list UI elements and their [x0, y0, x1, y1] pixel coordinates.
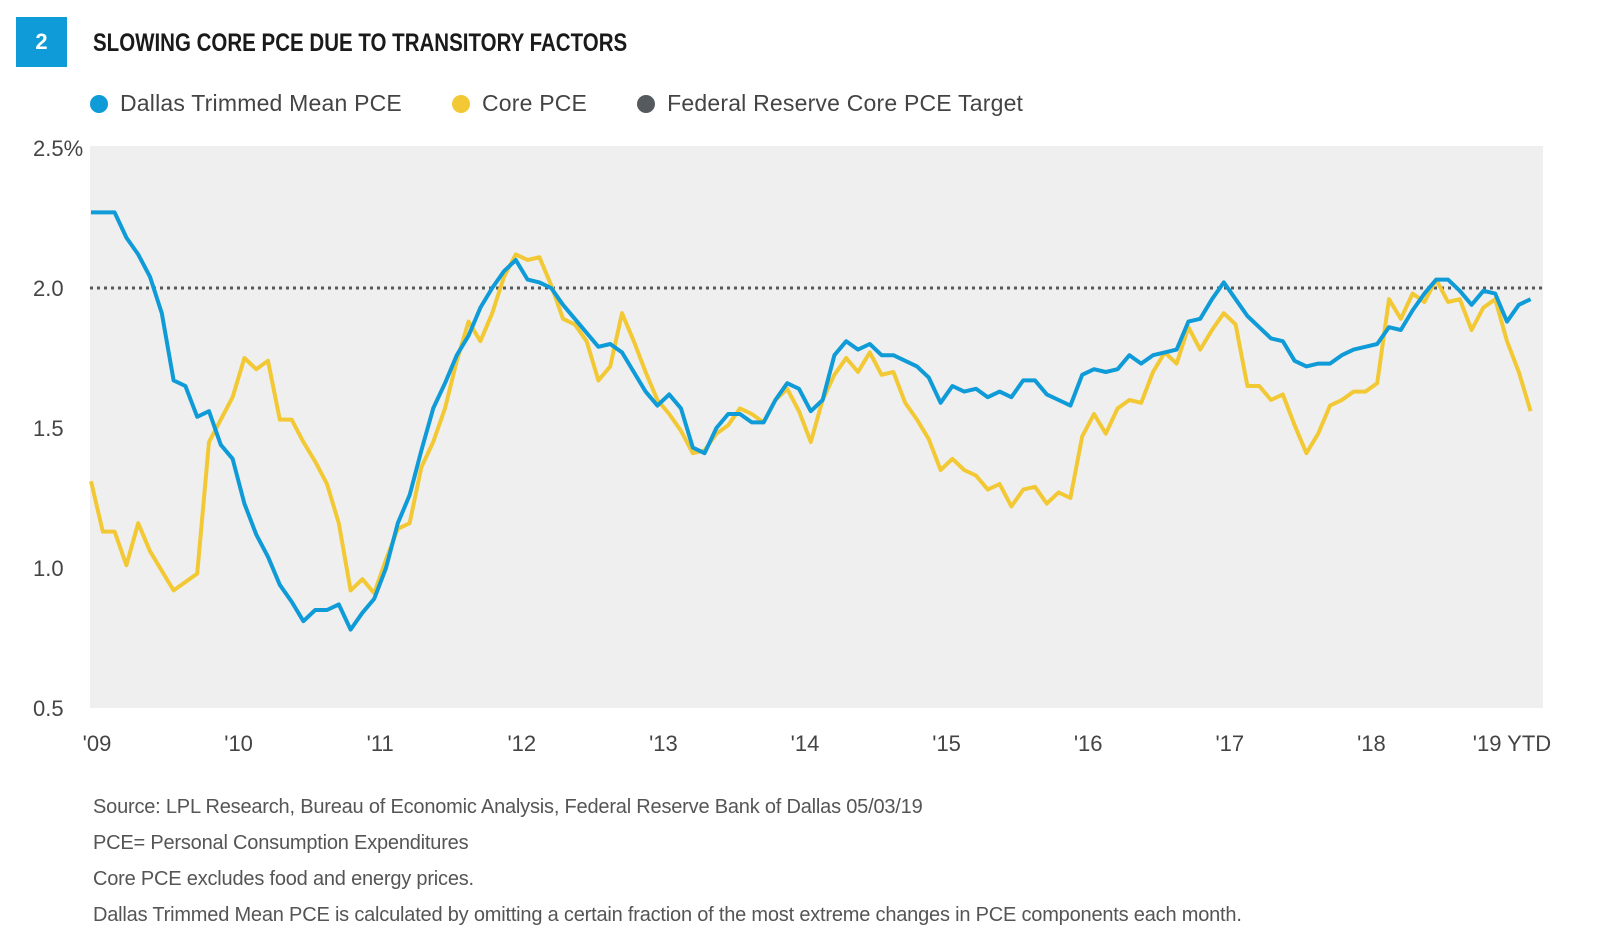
x-tick-label: '16	[1074, 731, 1103, 756]
legend-label: Core PCE	[481, 90, 588, 116]
x-tick-label: '17	[1215, 731, 1244, 756]
legend-item-dallas: Dallas Trimmed Mean PCE	[90, 90, 402, 117]
source-note: Source: LPL Research, Bureau of Economic…	[93, 796, 923, 818]
y-tick-label: 1.0	[33, 556, 64, 581]
x-tick-label: '09	[83, 731, 112, 756]
legend: Dallas Trimmed Mean PCE Core PCE Federal…	[90, 90, 1073, 117]
core-pce-line	[89, 252, 1533, 596]
dallas-trimmed-mean-line	[91, 210, 1532, 632]
x-tick-label: '10	[224, 731, 253, 756]
legend-label: Federal Reserve Core PCE Target	[667, 90, 1024, 116]
legend-dot-icon	[90, 94, 108, 113]
x-tick-label: '12	[507, 731, 536, 756]
legend-dot-icon	[451, 94, 470, 113]
footnote: Dallas Trimmed Mean PCE is calculated by…	[93, 904, 1242, 926]
legend-dot-icon	[637, 94, 656, 113]
figure-number-badge: 2	[16, 17, 67, 67]
footnote: Core PCE excludes food and energy prices…	[93, 868, 474, 890]
x-tick-label: '14	[791, 731, 820, 756]
legend-label: Dallas Trimmed Mean PCE	[120, 90, 402, 116]
y-tick-label: 2.0	[33, 276, 64, 301]
chart-title: SLOWING CORE PCE DUE TO TRANSITORY FACTO…	[93, 29, 628, 57]
x-tick-label: '18	[1357, 731, 1386, 756]
y-tick-label: 2.5%	[33, 136, 83, 161]
footnotes: Source: LPL Research, Bureau of Economic…	[93, 789, 1242, 933]
x-tick-label: '13	[649, 731, 678, 756]
x-tick-label: '11	[367, 731, 394, 756]
x-tick-label: '15	[932, 731, 961, 756]
y-tick-label: 1.5	[33, 416, 64, 441]
legend-item-core: Core PCE	[451, 90, 588, 117]
legend-item-target: Federal Reserve Core PCE Target	[637, 90, 1023, 117]
x-tick-label: '19 YTD	[1473, 731, 1551, 756]
y-tick-label: 0.5	[33, 696, 64, 721]
footnote: PCE= Personal Consumption Expenditures	[93, 832, 469, 854]
